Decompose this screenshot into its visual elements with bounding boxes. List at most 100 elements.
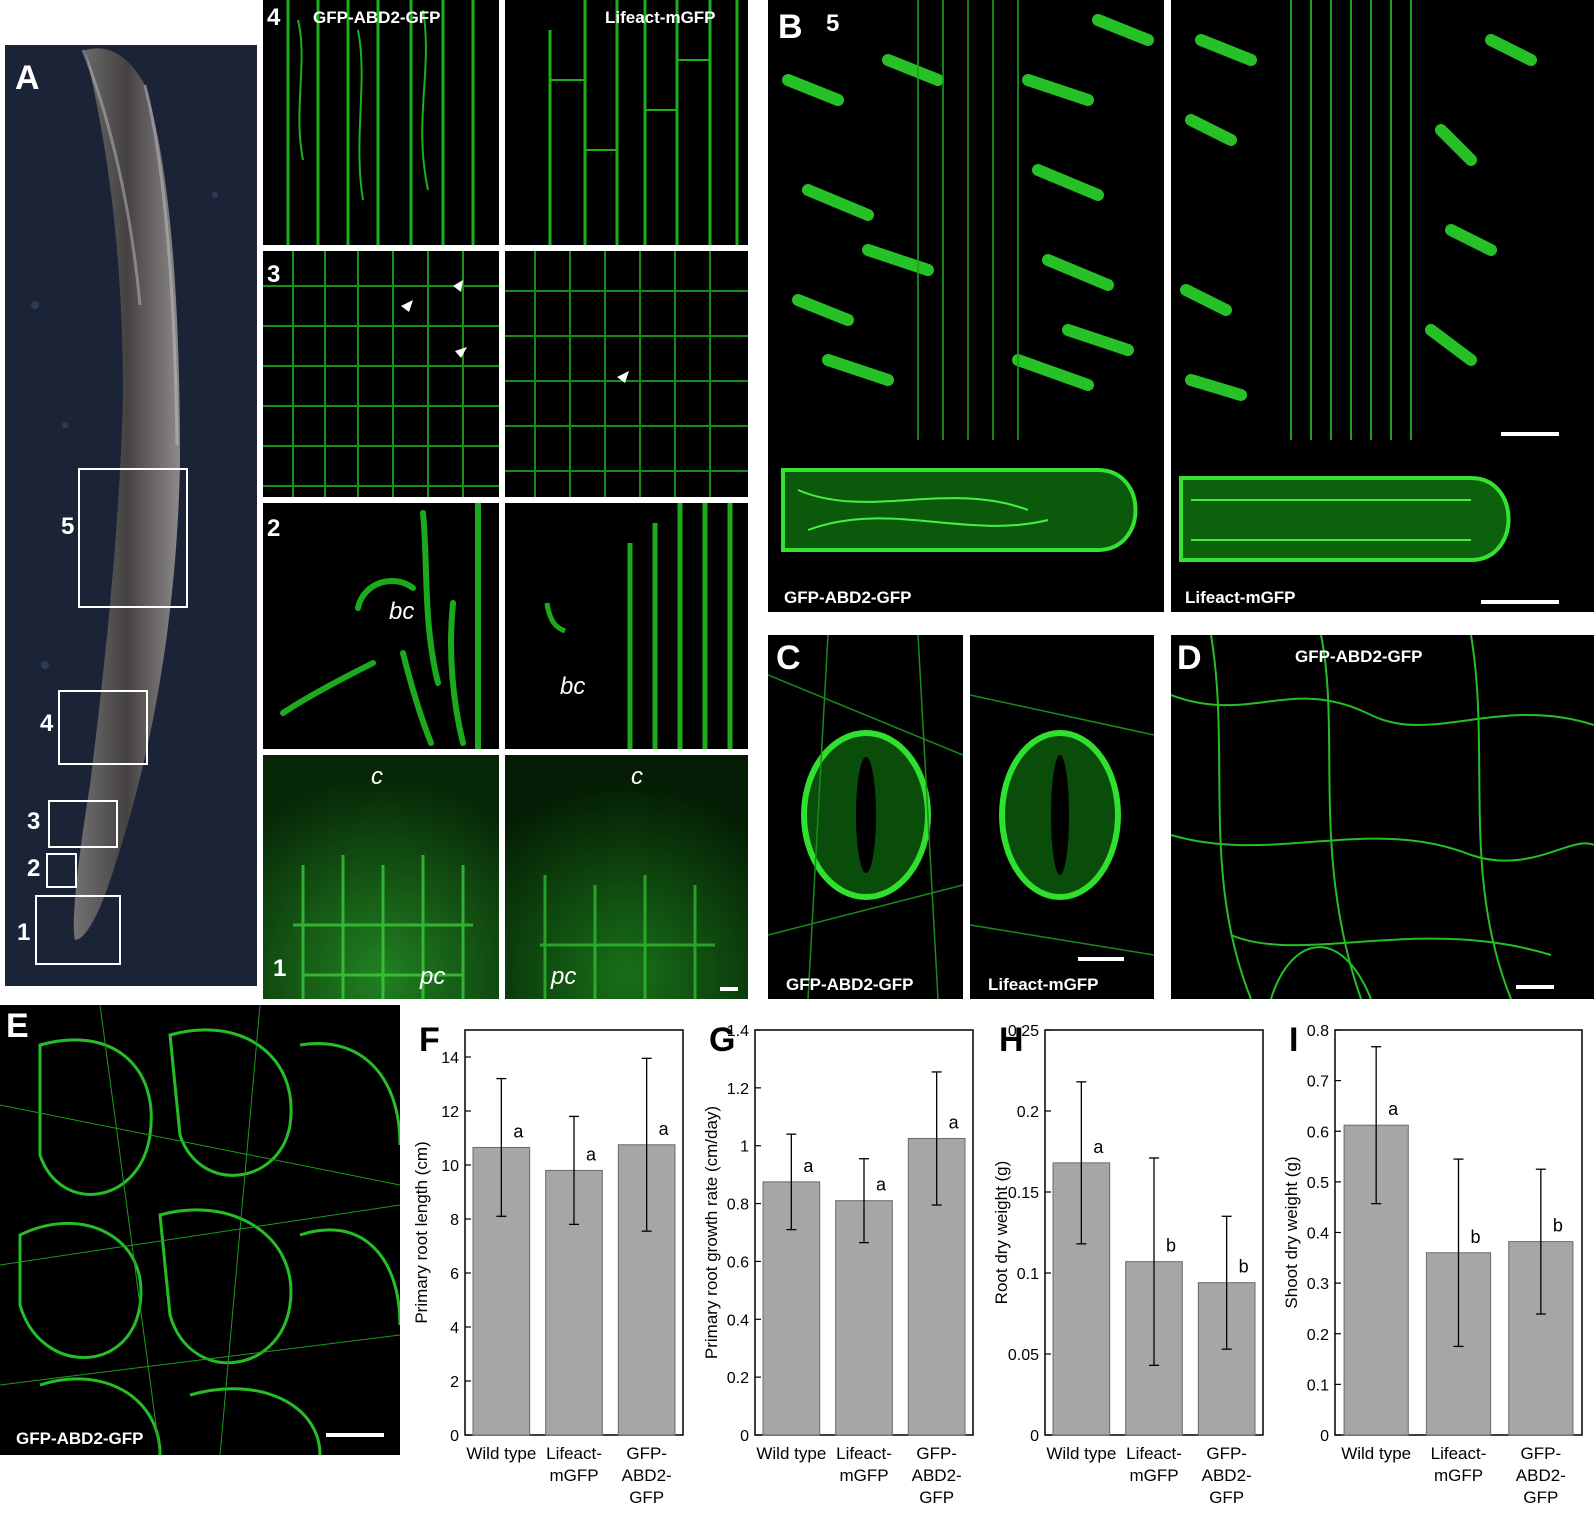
y-tick-label: 0.2 [1017, 1104, 1039, 1121]
root-photo [31, 48, 218, 941]
row1-number: 1 [273, 955, 287, 982]
panel-c-right-label: Lifeact-mGFP [988, 975, 1099, 994]
x-category-label: ABD2- [912, 1466, 962, 1485]
panel-b-number: 5 [826, 10, 840, 37]
x-category-label: ABD2- [1516, 1466, 1566, 1485]
significance-letter: a [586, 1144, 597, 1164]
x-category-label: mGFP [549, 1466, 598, 1485]
chart-svg: H 0 0.05 0.1 0.15 0.2 0.25 Root dry weight (g) a… [992, 1021, 1264, 1507]
x-category-label: mGFP [1434, 1466, 1483, 1485]
panel-d-micrograph: D GFP-ABD2-GFP [1171, 635, 1594, 999]
significance-letter: a [949, 1112, 960, 1132]
y-tick-label: 0 [740, 1428, 749, 1445]
y-tick-label: 0 [1030, 1428, 1039, 1445]
panel-a-root-image: A 5 4 3 2 1 [5, 45, 257, 986]
chart-panel-letter: F [419, 1021, 440, 1059]
x-category-label: GFP- [626, 1444, 667, 1463]
row4-left-micrograph: 4 GFP-ABD2-GFP [263, 0, 499, 245]
chart-i: I 0 0.1 0.2 0.3 0.4 0.5 0.6 0.7 0.8 Shoot dry weig… [1275, 1005, 1594, 1525]
y-tick-label: 0 [1320, 1428, 1329, 1445]
row2-number: 2 [267, 515, 281, 542]
y-tick-label: 0.2 [1307, 1327, 1329, 1344]
y-tick-label: 0.6 [1307, 1124, 1329, 1141]
row4-number: 4 [267, 4, 281, 31]
chart-panel-letter: H [999, 1021, 1024, 1059]
significance-letter: a [1093, 1137, 1104, 1157]
y-tick-label: 0.15 [1008, 1185, 1039, 1202]
x-category-label: mGFP [839, 1466, 888, 1485]
significance-letter: a [876, 1175, 887, 1195]
x-category-label: GFP [1209, 1488, 1244, 1507]
y-tick-label: 0.8 [727, 1197, 749, 1214]
significance-letter: a [659, 1119, 670, 1139]
row1-right-micrograph: c pc [505, 755, 748, 999]
row4-right-label: Lifeact-mGFP [605, 8, 716, 27]
row4-left-label: GFP-ABD2-GFP [313, 8, 441, 27]
row1-scale-bar [720, 987, 738, 991]
panel-b-bottom-scale-bar [1481, 600, 1559, 604]
region-label-2: 2 [27, 855, 41, 882]
chart-h: H 0 0.05 0.1 0.15 0.2 0.25 Root dry weight (g) a… [985, 1005, 1275, 1525]
y-axis-label: Shoot dry weight (g) [1282, 1156, 1301, 1308]
y-tick-label: 0.4 [727, 1312, 749, 1329]
x-category-label: Wild type [756, 1444, 826, 1463]
region-box-2 [46, 853, 77, 888]
significance-letter: a [1388, 1099, 1399, 1119]
row1-left-micrograph: 1 c pc [263, 755, 499, 999]
chart-svg: F 0 2 4 6 8 10 12 14 Primary root length (cm) a Wil… [412, 1021, 684, 1507]
y-tick-label: 0.6 [727, 1254, 749, 1271]
significance-letter: a [803, 1156, 814, 1176]
x-category-label: GFP- [1206, 1444, 1247, 1463]
significance-letter: b [1553, 1216, 1563, 1236]
chart-svg: G 0 0.2 0.4 0.6 0.8 1 1.2 1.4 Primary root growth… [702, 1021, 974, 1507]
panel-b-left-micrograph: B 5 GFP-ABD2-GFP [768, 0, 1164, 612]
row3-right-micrograph [505, 251, 748, 497]
x-category-label: Lifeact- [546, 1444, 602, 1463]
y-tick-label: 0 [450, 1428, 459, 1445]
significance-letter: a [513, 1121, 524, 1141]
x-category-label: Lifeact- [1431, 1444, 1487, 1463]
x-category-label: GFP [1523, 1488, 1558, 1507]
y-tick-label: 0.05 [1008, 1347, 1039, 1364]
y-tick-label: 0.1 [1017, 1266, 1039, 1283]
panel-c-scale-bar [1078, 957, 1124, 961]
row2-right-micrograph: bc [505, 503, 748, 749]
x-category-label: GFP [629, 1488, 664, 1507]
panel-c-left-label: GFP-ABD2-GFP [786, 975, 914, 994]
panel-c-right-micrograph: Lifeact-mGFP [970, 635, 1154, 999]
x-category-label: GFP [919, 1488, 954, 1507]
y-tick-label: 0.7 [1307, 1074, 1329, 1091]
region-box-5 [78, 468, 188, 608]
x-category-label: Lifeact- [836, 1444, 892, 1463]
chart-panel-letter: I [1289, 1021, 1298, 1059]
row4-right-micrograph: Lifeact-mGFP [505, 0, 748, 245]
region-label-4: 4 [40, 710, 54, 737]
y-tick-label: 10 [441, 1158, 459, 1175]
y-tick-label: 0.2 [727, 1370, 749, 1387]
y-tick-label: 4 [450, 1320, 459, 1337]
y-tick-label: 0.1 [1307, 1377, 1329, 1394]
y-axis-label: Root dry weight (g) [992, 1161, 1011, 1305]
y-tick-label: 1 [740, 1139, 749, 1156]
panel-c-letter: C [776, 639, 801, 677]
chart-panel-letter: G [709, 1021, 735, 1059]
y-tick-label: 0.25 [1008, 1023, 1039, 1040]
chart-svg: I 0 0.1 0.2 0.3 0.4 0.5 0.6 0.7 0.8 Shoot dry weig… [1282, 1021, 1583, 1507]
significance-letter: b [1166, 1236, 1176, 1256]
row1-right-bottom-tag: pc [551, 963, 577, 990]
x-category-label: ABD2- [622, 1466, 672, 1485]
region-label-1: 1 [17, 919, 31, 946]
panel-a-letter: A [15, 59, 40, 97]
row2-left-micrograph: 2 bc [263, 503, 499, 749]
row1-left-top-tag: c [371, 763, 383, 790]
panel-d-label: GFP-ABD2-GFP [1295, 647, 1423, 666]
panel-b-right-label: Lifeact-mGFP [1185, 588, 1296, 607]
panel-e-label: GFP-ABD2-GFP [16, 1429, 144, 1448]
x-category-label: Wild type [1341, 1444, 1411, 1463]
x-category-label: GFP- [916, 1444, 957, 1463]
panel-e-letter: E [6, 1007, 29, 1045]
region-label-5: 5 [61, 513, 75, 540]
significance-letter: b [1471, 1227, 1481, 1247]
panel-b-right-micrograph: Lifeact-mGFP [1171, 0, 1594, 612]
panel-e-micrograph: E GFP-ABD2-GFP [0, 1005, 400, 1455]
